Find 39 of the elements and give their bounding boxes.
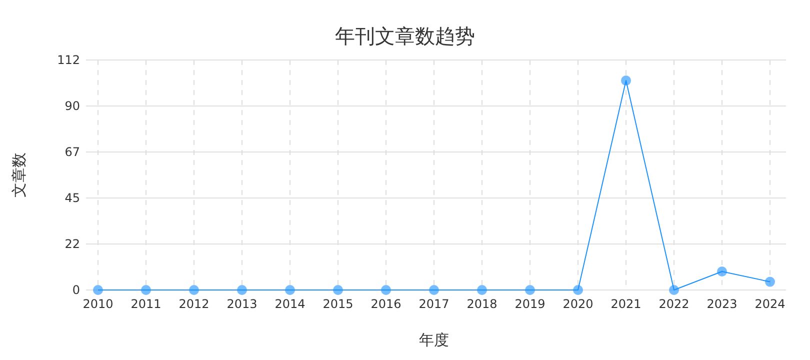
x-tick-label: 2011 [130,297,162,311]
x-tick-label: 2023 [706,297,738,311]
x-tick-label: 2014 [274,297,306,311]
point [333,285,343,295]
y-tick-label: 45 [64,191,80,205]
point [237,285,247,295]
point [429,285,439,295]
x-tick-label: 2019 [514,297,546,311]
x-tick-label: 2022 [658,297,690,311]
point [93,285,103,295]
chart-title: 年刊文章数趋势 [335,24,475,48]
y-tick-label: 0 [72,283,80,297]
point [381,285,391,295]
point [717,266,727,277]
y-tick-label: 90 [64,99,80,113]
point [621,76,631,86]
y-tick-label: 22 [64,237,80,251]
point [189,285,199,295]
x-tick-label: 2016 [370,297,402,311]
point [669,285,679,295]
x-tick-label: 2012 [178,297,210,311]
y-axis-title: 文章数 [10,152,28,198]
x-axis-title: 年度 [419,331,449,349]
x-tick-label: 2020 [562,297,594,311]
point [765,276,775,287]
y-tick-label: 112 [57,53,80,67]
x-tick-label: 2024 [754,297,786,311]
x-tick-label: 2021 [610,297,642,311]
point [525,285,535,295]
x-tick-label: 2017 [418,297,450,311]
x-tick-label: 2013 [226,297,258,311]
point [285,285,295,295]
x-tick-label: 2015 [322,297,354,311]
x-tick-label: 2018 [466,297,498,311]
point [573,285,583,295]
y-tick-label: 67 [64,145,80,159]
point [141,285,151,295]
x-tick-label: 2010 [82,297,114,311]
point [477,285,487,295]
